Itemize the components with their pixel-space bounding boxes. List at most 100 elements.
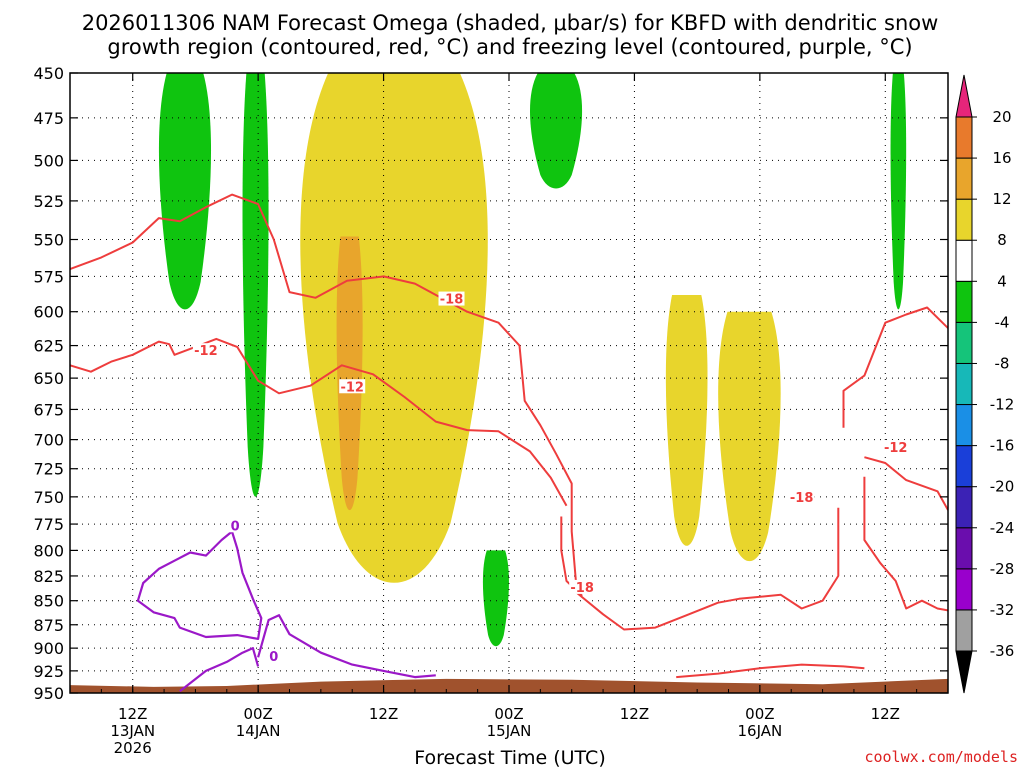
colorbar-label: 16 (992, 149, 1011, 167)
x-tick-label: 12Z (871, 705, 900, 723)
omega-shading (158, 73, 907, 647)
x-tick-label: 2026 (114, 739, 152, 757)
freezing-label-bg (267, 649, 280, 664)
colorbar-label: 20 (992, 108, 1011, 126)
y-tick-label: 675 (33, 400, 64, 419)
colorbar-label: -20 (990, 478, 1015, 496)
colorbar-over-triangle (955, 74, 973, 118)
freezing-level-contours (136, 530, 436, 693)
y-tick-label: 875 (33, 616, 64, 635)
y-tick-label: 850 (33, 592, 64, 611)
colorbar-label: -24 (990, 519, 1015, 537)
colorbar-label: 8 (997, 231, 1007, 249)
colorbar-segment (955, 321, 973, 364)
colorbar-segment (955, 116, 973, 159)
dgz-contour-line (863, 476, 948, 612)
title-line-1: 2026011306 NAM Forecast Omega (shaded, μ… (82, 11, 939, 35)
y-tick-label: 900 (33, 639, 64, 658)
dgz-label-bg (569, 579, 596, 594)
x-tick-label: 00Z (243, 705, 272, 723)
y-axis: 450 475 500 525 550 575 600 625 650 675 700 725 750 7… (33, 64, 948, 703)
y-tick-label: 925 (33, 662, 64, 681)
credit-text: coolwx.com/models (864, 748, 1018, 766)
y-tick-label: 550 (33, 231, 64, 250)
freezing-label-bg (229, 518, 242, 533)
x-tick-label: 12Z (118, 705, 147, 723)
y-tick-label: 825 (33, 567, 64, 586)
colorbar-segment (955, 157, 973, 200)
x-tick-label: 12Z (620, 705, 649, 723)
y-tick-label: 725 (33, 460, 64, 479)
dgz-contour-line (864, 456, 948, 511)
freezing-level-label: 0 (231, 519, 240, 534)
colorbar-label: -12 (990, 396, 1015, 414)
x-tick-label: 13JAN (110, 722, 155, 740)
colorbar-segment (955, 404, 973, 447)
freezing-level-line (179, 647, 260, 693)
colorbar-label: -28 (990, 560, 1015, 578)
dgz-contour-line (842, 306, 948, 428)
y-tick-label: 800 (33, 541, 64, 560)
omega-region-ascent-warm-3 (718, 311, 781, 562)
omega-region-descent-3 (529, 73, 583, 189)
dgz-contour-label: -18 (570, 581, 594, 596)
freezing-level-line (257, 614, 436, 679)
dgz-contour-label: -18 (790, 491, 814, 506)
x-tick-label: 15JAN (487, 722, 532, 740)
colorbar-segment (955, 445, 973, 488)
colorbar-label: -16 (990, 437, 1015, 455)
contour-labels: -12 -12 -18 -18 -18 -12 0 0 (192, 291, 909, 665)
y-tick-label: 450 (33, 64, 64, 83)
y-tick-label: 750 (33, 488, 64, 507)
y-tick-label: 525 (33, 192, 64, 211)
dgz-contour-line (70, 337, 568, 507)
dgz-label-bg (788, 490, 815, 505)
dgz-label-bg (192, 343, 219, 358)
dgz-label-bg (882, 440, 909, 455)
colorbar-segment (955, 362, 973, 406)
colorbar-segment (955, 239, 973, 282)
y-tick-label: 950 (33, 684, 64, 703)
dgz-contour-line (70, 193, 840, 631)
x-tick-label: 16JAN (737, 722, 782, 740)
y-tick-label: 625 (33, 337, 64, 356)
y-tick-label: 650 (33, 369, 64, 388)
x-axis-title: Forecast Time (UTC) (414, 747, 605, 768)
freezing-level-line (136, 530, 263, 640)
dgz-contour-label: -12 (194, 344, 218, 359)
y-tick-label: 775 (33, 515, 64, 534)
gridlines (70, 73, 948, 693)
omega-region-ascent-warm-2 (665, 294, 708, 546)
dgz-label-bg (438, 291, 465, 306)
omega-region-descent-2 (242, 73, 269, 497)
omega-region-descent-1 (158, 73, 212, 310)
dgz-label-bg (339, 379, 366, 394)
colorbar-segment (955, 198, 973, 241)
colorbar-label: 12 (992, 190, 1011, 208)
dgz-contour-label: -12 (884, 441, 908, 456)
colorbar-segment (955, 527, 973, 570)
freezing-level-label: 0 (269, 650, 278, 665)
colorbar-under-triangle (955, 650, 973, 694)
y-tick-label: 475 (33, 109, 64, 128)
dgz-contour-label: -12 (340, 380, 364, 395)
colorbar-segment (955, 568, 973, 611)
y-tick-label: 575 (33, 267, 64, 286)
omega-region-ascent-core-1 (336, 236, 363, 511)
omega-region-descent-5 (890, 73, 907, 310)
dgz-contour-label: -18 (440, 293, 464, 308)
colorbar-label: -36 (990, 642, 1015, 660)
y-tick-label: 600 (33, 303, 64, 322)
omega-region-descent-4 (482, 550, 509, 647)
colorbar-label: 4 (997, 272, 1007, 290)
colorbar-label: -32 (990, 601, 1015, 619)
dgz-contour-line (676, 663, 865, 679)
dgz-contours (70, 193, 948, 679)
x-tick-label: 14JAN (236, 722, 281, 740)
colorbar-label: -8 (995, 354, 1010, 372)
x-tick-label: 00Z (494, 705, 523, 723)
title-line-2: growth region (contoured, red, °C) and f… (107, 35, 912, 59)
